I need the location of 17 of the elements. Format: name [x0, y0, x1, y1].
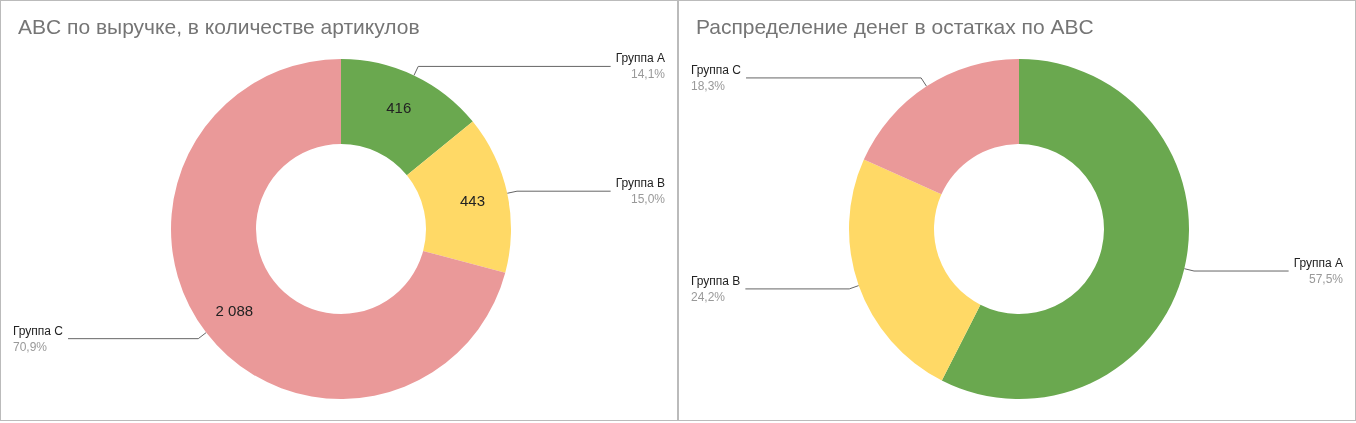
data-label: 443: [459, 192, 486, 210]
slice-label: Группа B: [615, 176, 665, 191]
data-label: 24,2%: [691, 289, 726, 304]
text: 70,9%: [13, 339, 48, 354]
text: 14,1%: [630, 67, 666, 82]
slice-label: Группа C: [691, 62, 742, 77]
slice-label: Группа A: [1293, 256, 1343, 271]
chart-title: ABC по выручке, в количестве артикулов: [18, 15, 420, 38]
data-label: 2 088: [215, 302, 254, 320]
slice-label: Группа A: [615, 51, 665, 66]
data-label: 18,3%: [691, 78, 726, 93]
data-label: 416: [386, 99, 412, 117]
data-label: 57,5%: [1308, 272, 1344, 287]
text: 15,0%: [630, 192, 666, 207]
chart-title: Распределение денег в остатках по ABC: [696, 15, 1094, 38]
slice-label: Группа C: [13, 323, 64, 338]
slice-label: Группа B: [691, 273, 741, 288]
